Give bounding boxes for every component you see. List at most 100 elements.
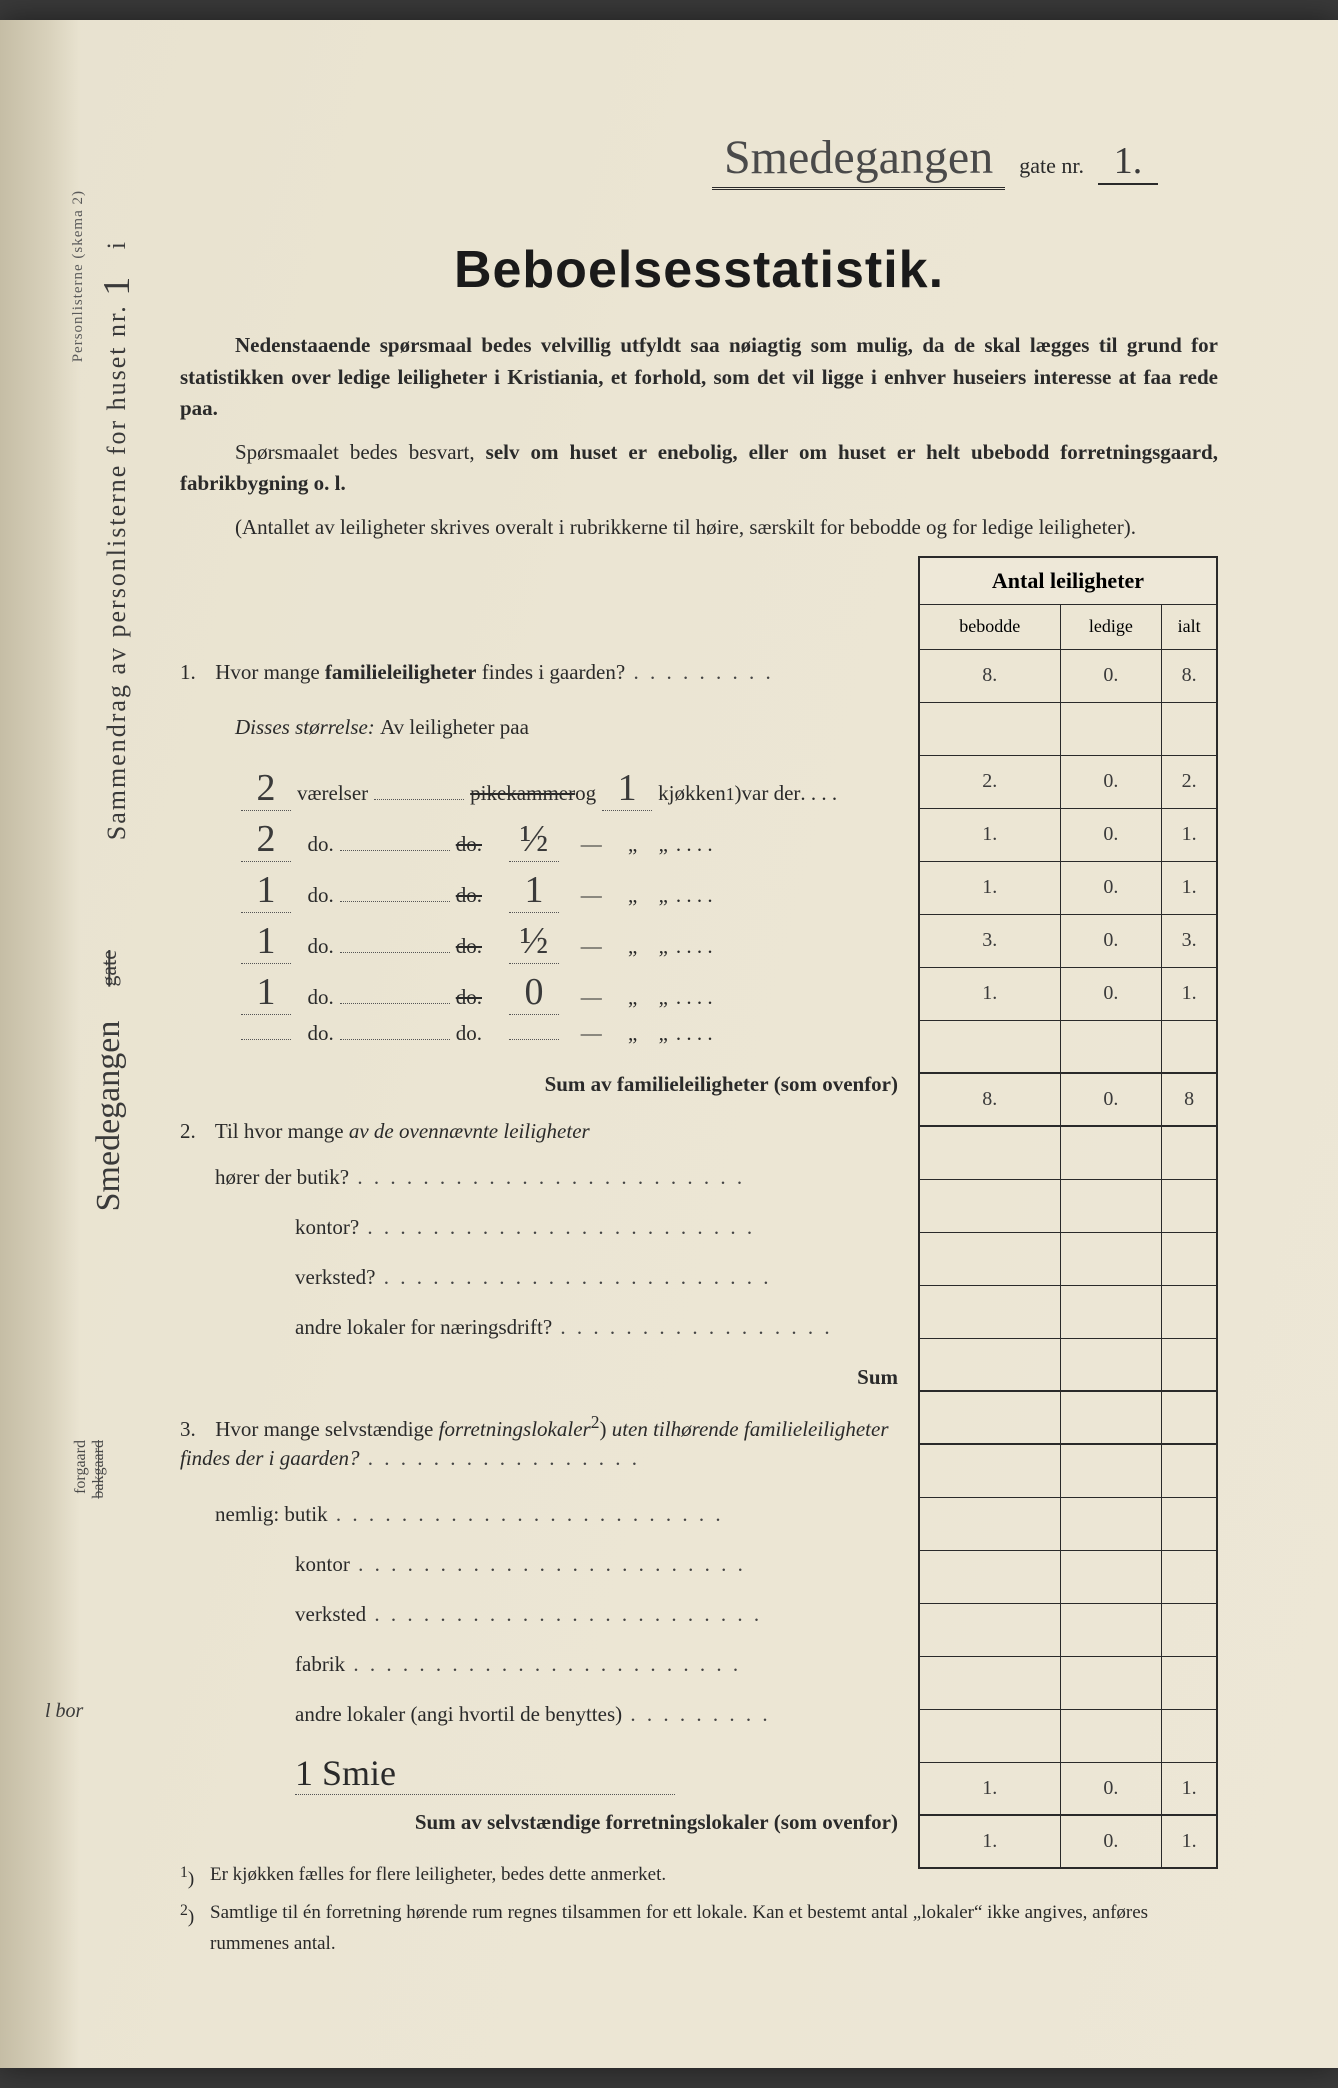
do: do. — [308, 985, 334, 1010]
q2-sum: Sum — [180, 1365, 898, 1390]
footnotes: 1) Er kjøkken fælles for flere leilighet… — [180, 1860, 1218, 1960]
do: do. — [308, 934, 334, 959]
col-ialt: ialt — [1162, 605, 1217, 649]
cell: 3. — [1162, 914, 1217, 967]
page-title: Beboelsesstatistik. — [180, 240, 1218, 300]
blank — [340, 1039, 450, 1040]
kitchen-val: 0 — [509, 970, 559, 1015]
cell: 0. — [1060, 755, 1162, 808]
q2-row-c — [919, 1232, 1217, 1285]
cell: 1. — [1162, 861, 1217, 914]
side-gate-strike: gate — [96, 950, 121, 987]
q3-a: Hvor mange selvstændige — [215, 1417, 438, 1441]
blank — [340, 901, 450, 902]
header-line: Smedegangen gate nr. 1. — [180, 130, 1158, 190]
kjokken-label: kjøkken — [658, 781, 726, 806]
dots — [349, 1165, 745, 1189]
q3-sum-suffix: (som ovenfor) — [769, 1810, 898, 1834]
blank — [340, 952, 450, 953]
dots — [359, 1215, 755, 1239]
cell: 0. — [1060, 808, 1162, 861]
dots — [359, 1446, 640, 1470]
rooms-val: 1 — [241, 868, 291, 913]
q3-lc-text: verksted — [295, 1602, 366, 1626]
q3-sum-text: Sum av selvstændige forretningslokaler — [415, 1810, 769, 1834]
q2-row-a — [919, 1126, 1217, 1179]
rooms-val: 2 — [241, 817, 291, 862]
dots — [625, 660, 774, 684]
q2-b: kontor? — [295, 1215, 898, 1245]
q2-row-d — [919, 1285, 1217, 1338]
cell: 2. — [919, 755, 1060, 808]
q3-lb: kontor — [295, 1552, 898, 1582]
q3-line: 3. Hvor mange selvstændige forretningslo… — [180, 1410, 898, 1474]
q2-a: hører der butik? — [215, 1165, 898, 1195]
cell: 8. — [919, 649, 1060, 702]
fn1-mark: 1) — [180, 1860, 210, 1895]
cell: 1. — [919, 967, 1060, 1020]
kitchen-val — [509, 1039, 559, 1040]
intro-p3-text: (Antallet av leiligheter skrives overalt… — [235, 515, 1136, 539]
dots — [350, 1552, 746, 1576]
cell: 1. — [919, 861, 1060, 914]
q1-b: familieleiligheter — [325, 660, 477, 684]
q1-row-4: 1. 0. 1. — [919, 967, 1217, 1020]
q3-ld: fabrik — [295, 1652, 898, 1682]
cell: 1. — [919, 1762, 1060, 1815]
q2-b-text: kontor? — [295, 1215, 359, 1239]
disses-label: Disses størrelse: — [235, 715, 375, 740]
side-street-hand: Smedegangen gate — [90, 950, 128, 1211]
cell — [919, 1020, 1060, 1073]
q1-c: findes i gaarden? — [477, 660, 626, 684]
side-main-text: Sammendrag av personlisterne for huset n… — [95, 240, 139, 840]
dots — [552, 1315, 833, 1339]
q1-detail-2: 1 do. do. 1 — „ „ . . . . — [235, 868, 898, 904]
q3-num: 3. — [180, 1415, 210, 1444]
rooms-val — [241, 1039, 291, 1040]
fn2-text: Samtlige til én forretning hørende rum r… — [210, 1898, 1218, 1959]
cell: 1. — [1162, 967, 1217, 1020]
q2-sublines: hører der butik? kontor? verksted? andre… — [180, 1165, 898, 1345]
main-content: Antal leiligheter bebodde ledige ialt 8.… — [180, 568, 1218, 1835]
side-nr-hand: 1 — [96, 275, 138, 296]
do-strike: do. — [456, 883, 482, 908]
table-header-row: bebodde ledige ialt — [919, 605, 1217, 649]
gate-nr-label: gate nr. — [1019, 153, 1084, 178]
q2-c: verksted? — [295, 1265, 898, 1295]
counts-table-wrap: Antal leiligheter bebodde ledige ialt 8.… — [918, 556, 1218, 1869]
av-leil: Av leiligheter paa — [380, 715, 529, 740]
page-binding — [0, 20, 80, 2068]
q1-row-1: 1. 0. 1. — [919, 808, 1217, 861]
q3-le: andre lokaler (angi hvortil de benyttes) — [295, 1702, 898, 1732]
q2-sum-row — [919, 1391, 1217, 1444]
q1-row-2: 1. 0. 1. — [919, 861, 1217, 914]
q3-lc: verksted — [295, 1602, 898, 1632]
ditto: „ „ — [628, 1021, 676, 1046]
dots — [366, 1602, 762, 1626]
side-bor: l bor — [45, 1700, 83, 1723]
q2-line: 2. Til hvor mange av de ovennævnte leili… — [180, 1117, 898, 1146]
q1-detail-1: 2 do. do. ½ — „ „ . . . . — [235, 817, 898, 853]
cell: 1. — [919, 1815, 1060, 1868]
q3-lb-text: kontor — [295, 1552, 350, 1576]
q2-text: Til hvor mange av de ovennævnte leilighe… — [215, 1119, 590, 1143]
col-bebodde: bebodde — [919, 605, 1060, 649]
cell: 1. — [1162, 1762, 1217, 1815]
do: do. — [308, 1021, 334, 1046]
q2-d: andre lokaler for næringsdrift? — [295, 1315, 898, 1345]
fn2-mark: 2) — [180, 1898, 210, 1959]
footnote-mark: 2 — [591, 1412, 600, 1432]
dots — [328, 1502, 724, 1526]
cell: 0. — [1060, 1815, 1162, 1868]
sum-label-text: Sum av familieleiligheter — [545, 1072, 769, 1096]
q3-sum-label: Sum av selvstændige forretningslokaler (… — [180, 1810, 898, 1835]
cell — [1060, 1020, 1162, 1073]
side-street-value: Smedegangen — [90, 1021, 127, 1212]
q1-detail-0: 2 værelser pikekammer og 1 kjøkken1) var… — [235, 766, 898, 802]
q2-d-text: andre lokaler for næringsdrift? — [295, 1315, 552, 1339]
cell: 1. — [919, 808, 1060, 861]
intro-p1-text: Nedenstaaende spørsmaal bedes velvillig … — [180, 333, 1218, 420]
og: og — [575, 781, 596, 806]
cell: 1. — [1162, 1815, 1217, 1868]
rooms-val: 1 — [241, 970, 291, 1015]
